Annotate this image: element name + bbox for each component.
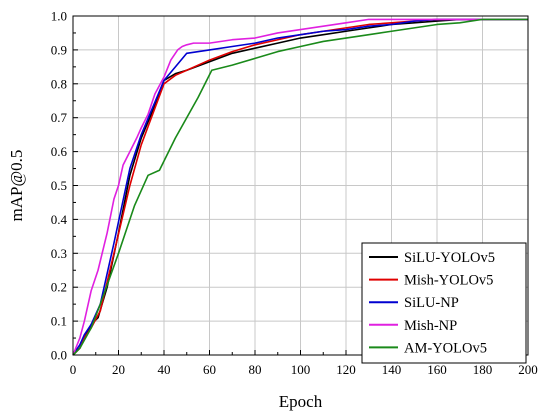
legend-label: Mish-YOLOv5 — [404, 273, 493, 289]
x-axis-title: Epoch — [279, 392, 323, 411]
y-tick-label: 0.5 — [51, 178, 67, 193]
y-tick-label: 0.7 — [51, 110, 68, 125]
series-lines — [72, 18, 528, 356]
x-tick-label: 20 — [112, 362, 125, 377]
y-axis-title: mAP@0.5 — [7, 150, 26, 222]
plot-frame — [72, 15, 529, 356]
y-tick-label: 0.4 — [51, 212, 68, 227]
y-tick-label: 0.8 — [51, 76, 67, 91]
y-tick-label: 0.2 — [51, 280, 67, 295]
x-tick-label: 100 — [291, 362, 311, 377]
legend-label: Mish-NP — [404, 318, 457, 334]
series-line-4 — [72, 18, 528, 356]
y-tick-label: 0.0 — [51, 348, 67, 363]
x-tick-label: 200 — [518, 362, 538, 377]
legend-label: SiLU-NP — [404, 295, 459, 311]
x-tick-label: 80 — [249, 362, 262, 377]
y-tick-label: 0.9 — [51, 42, 67, 57]
series-line-2 — [72, 18, 528, 356]
y-tick-label: 1.0 — [51, 9, 67, 24]
x-tick-label: 120 — [336, 362, 356, 377]
x-tick-label: 180 — [473, 362, 493, 377]
legend: SiLU-YOLOv5 Mish-YOLOv5 SiLU-NP Mish-NP AM-Y… — [361, 242, 527, 364]
y-tick-labels: 0.0 0.1 0.2 0.3 0.4 0.5 0.6 0.7 0.8 0.9 1.0 — [51, 9, 68, 363]
series-line-3 — [72, 18, 528, 356]
y-tick-label: 0.6 — [51, 144, 68, 159]
x-tick-label: 140 — [382, 362, 402, 377]
y-tick-label: 0.1 — [51, 314, 67, 329]
legend-label: AM-YOLOv5 — [404, 340, 487, 356]
x-tick-label: 0 — [70, 362, 77, 377]
y-tick-label: 0.3 — [51, 246, 67, 261]
x-tick-label: 60 — [203, 362, 216, 377]
legend-label: SiLU-YOLOv5 — [404, 250, 495, 266]
x-tick-label: 160 — [427, 362, 447, 377]
x-tick-labels: 0 20 40 60 80 100 120 140 160 180 200 — [70, 362, 538, 377]
x-tick-label: 40 — [158, 362, 171, 377]
